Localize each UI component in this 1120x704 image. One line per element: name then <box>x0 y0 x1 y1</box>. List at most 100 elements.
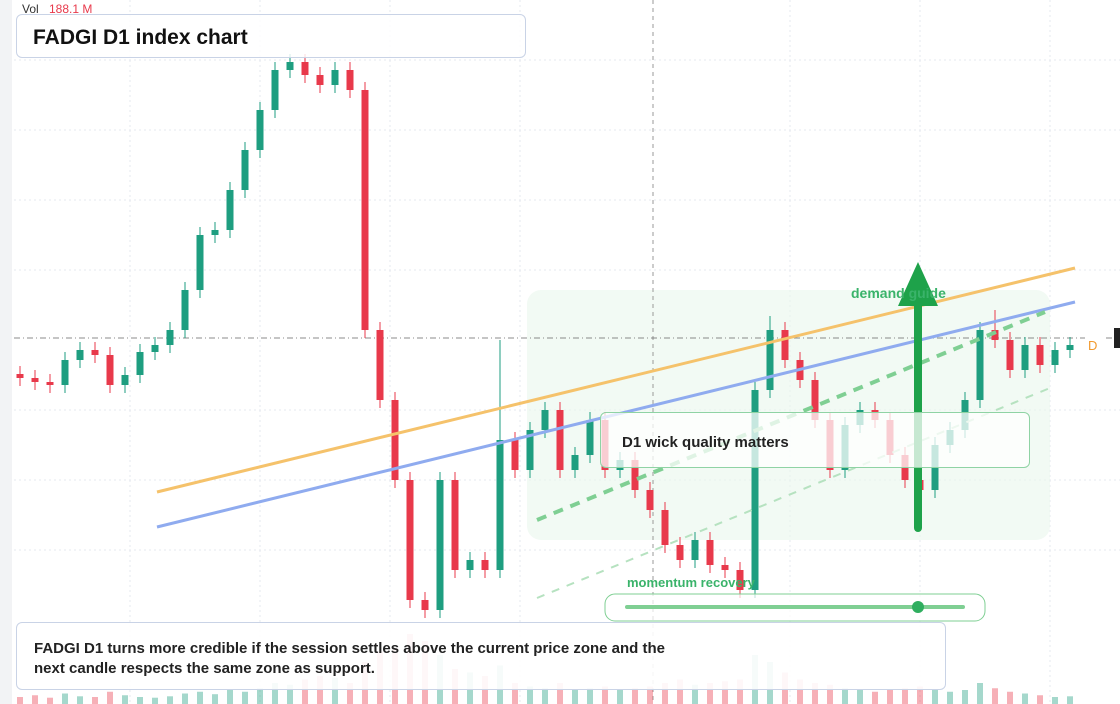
candle-body <box>46 382 54 385</box>
candle-body <box>361 90 369 330</box>
volume-bar <box>512 683 518 704</box>
volume-bar <box>797 679 803 704</box>
volume-bar <box>962 690 968 704</box>
volume-bar <box>917 686 923 704</box>
momentum-knob <box>912 601 924 613</box>
candle-body <box>301 62 309 75</box>
volume-bar <box>1037 695 1043 704</box>
candle-body <box>136 352 144 375</box>
candle-body <box>1021 345 1029 370</box>
candle-body <box>376 330 384 400</box>
candle-body <box>181 290 189 330</box>
volume-bar <box>92 697 98 704</box>
candle-body <box>571 455 579 470</box>
volume-bar <box>887 690 893 704</box>
dashed-guide <box>536 387 1051 599</box>
candle-body <box>406 480 414 600</box>
note: FADGI D1 turns more credible if the sess… <box>34 640 665 677</box>
candle-body <box>271 70 279 110</box>
candle-body <box>781 330 789 360</box>
volume-bar <box>587 688 593 704</box>
volume-bar <box>1067 696 1073 704</box>
volume-bar <box>167 696 173 704</box>
volume-bar <box>827 684 833 704</box>
volume-bar <box>302 679 308 704</box>
candle-body <box>1051 350 1059 365</box>
candle-body <box>346 70 354 90</box>
candle-body <box>766 330 774 390</box>
volume-bar <box>857 690 863 704</box>
volume-bar <box>272 683 278 704</box>
volume-bar <box>347 683 353 704</box>
candle-body <box>811 380 819 420</box>
volume-bar <box>137 697 143 704</box>
candle-body <box>706 540 714 565</box>
candle-body <box>736 570 744 590</box>
volume-bar <box>527 686 533 704</box>
marker: D <box>1088 338 1097 353</box>
note-box: FADGI D1 turns more credible if the sess… <box>16 622 946 690</box>
volume-bar <box>617 690 623 704</box>
volume-bar <box>722 681 728 704</box>
candle-body <box>1036 345 1044 365</box>
candle-body <box>166 330 174 345</box>
candle-body <box>496 440 504 570</box>
candle-body <box>211 230 219 235</box>
volume-bar <box>902 688 908 704</box>
volume-bar <box>737 679 743 704</box>
candle-body <box>1066 345 1074 350</box>
volume-bar <box>602 686 608 704</box>
volume-bar <box>707 683 713 704</box>
volume-bar <box>542 688 548 704</box>
volume-bar <box>317 676 323 704</box>
price-tag <box>1114 328 1120 348</box>
volume-bar <box>932 690 938 704</box>
volume-bar <box>287 684 293 704</box>
volume-bar <box>47 697 53 704</box>
volume-bar <box>632 688 638 704</box>
volume-bar <box>872 691 878 704</box>
volume-bar <box>17 697 23 704</box>
volume-bar <box>182 693 188 704</box>
marker-bg <box>1085 336 1103 354</box>
volume-bar <box>677 679 683 704</box>
candle-body <box>541 410 549 430</box>
candle-body <box>256 110 264 150</box>
volume-value: 188.1 M <box>49 2 92 16</box>
candle-body <box>631 460 639 490</box>
volume-bar <box>692 684 698 704</box>
title-box: FADGI D1 index chart <box>16 14 526 58</box>
volume-bar <box>977 683 983 704</box>
left-strip <box>0 0 12 704</box>
candle-body <box>61 360 69 385</box>
candle-body <box>91 350 99 355</box>
volume-bar <box>992 688 998 704</box>
volume-bar <box>242 691 248 704</box>
volume-bar <box>257 688 263 704</box>
candle-body <box>991 330 999 340</box>
volume-bar <box>227 690 233 704</box>
momentum-label: momentum recovery <box>627 575 756 590</box>
volume-label: Vol <box>22 2 39 16</box>
volume-bar <box>557 683 563 704</box>
candle-body <box>76 350 84 360</box>
candle-body <box>316 75 324 85</box>
arrow-head <box>898 262 938 306</box>
candle-body <box>526 430 534 470</box>
candle-body <box>286 62 294 70</box>
volume-bar <box>1022 693 1028 704</box>
candle-body <box>586 420 594 455</box>
candle-body <box>976 330 984 400</box>
candle-body <box>721 565 729 570</box>
candle-body <box>646 490 654 510</box>
candle-body <box>511 440 519 470</box>
volume-bar <box>212 694 218 704</box>
candle-body <box>121 375 129 385</box>
volume-bar <box>1007 691 1013 704</box>
candle-body <box>481 560 489 570</box>
candle-body <box>106 355 114 385</box>
candle-body <box>16 374 24 378</box>
candle-body <box>241 150 249 190</box>
volume-bar <box>77 696 83 704</box>
